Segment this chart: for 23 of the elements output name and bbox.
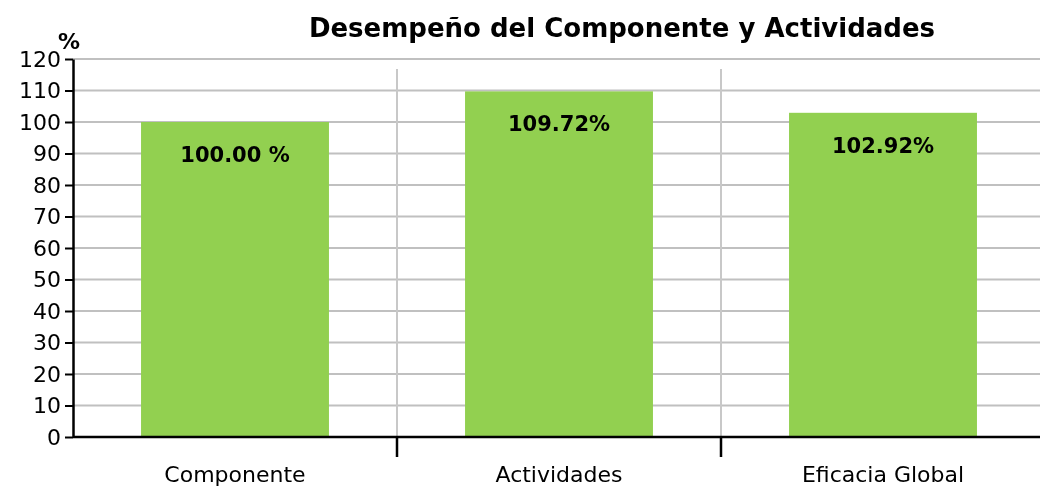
y-tick-label: 110: [19, 78, 61, 104]
y-tick-label: 10: [33, 393, 61, 419]
bar: [141, 122, 329, 437]
bar: [789, 112, 977, 437]
data-label: 102.92%: [831, 133, 935, 158]
y-tick-label: 100: [19, 109, 61, 135]
y-tick-label: 90: [33, 141, 61, 167]
y-tick-label: 0: [47, 424, 61, 450]
y-tick-label: 50: [33, 267, 61, 293]
data-label: 100.00 %: [180, 143, 290, 167]
y-tick-label: 30: [33, 330, 61, 356]
y-tick-label: 70: [33, 204, 61, 230]
x-tick-label: Eficacia Global: [801, 462, 965, 487]
y-tick-label: 40: [33, 298, 61, 324]
x-tick-label: Actividades: [495, 462, 623, 487]
y-tick-label: 120: [19, 46, 61, 72]
data-label: 109.72%: [507, 112, 611, 137]
bar: [465, 91, 653, 437]
x-tick-label: Componente: [164, 462, 306, 487]
y-tick-label: 80: [33, 172, 61, 198]
y-tick-label: 60: [33, 235, 61, 261]
chart-title: Desempeño del Componente y Actividades: [308, 13, 936, 43]
y-tick-label: 20: [33, 361, 61, 387]
